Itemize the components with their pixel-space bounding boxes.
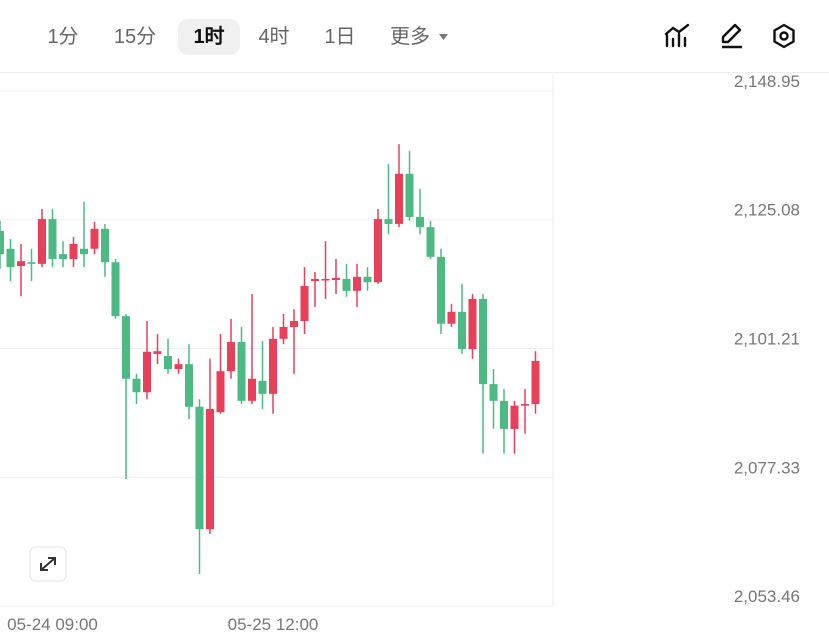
draw-icon[interactable] — [718, 22, 746, 50]
candle-body — [311, 278, 319, 282]
candle-body — [59, 254, 67, 259]
candle-body — [6, 248, 15, 268]
candle-body — [237, 342, 246, 401]
candle-body — [332, 277, 340, 281]
candle-body — [227, 342, 235, 372]
candle-body — [479, 298, 487, 385]
tab[interactable]: 15分 — [113, 26, 157, 48]
candle-body — [500, 400, 508, 429]
dropdown-arrow[interactable] — [438, 31, 450, 43]
tab[interactable]: 1时 — [178, 19, 240, 55]
candle-body — [174, 364, 183, 370]
candle-body — [38, 219, 46, 264]
candle-body — [458, 311, 466, 350]
candle-body — [468, 298, 477, 350]
candle-body — [185, 364, 193, 407]
candle-body — [395, 173, 403, 224]
candle-body — [426, 227, 435, 257]
candle-body — [258, 380, 267, 394]
candle-body — [269, 338, 277, 394]
tab[interactable]: 更多 — [390, 26, 430, 48]
candle-body — [122, 316, 130, 379]
candle-body — [17, 261, 25, 267]
candle-body — [27, 262, 36, 264]
indicator-icon[interactable] — [664, 22, 692, 50]
candle-body — [531, 360, 540, 405]
candle-body — [248, 378, 256, 401]
candle-body — [80, 248, 88, 255]
x-tick-label: 05-25 12:00 — [228, 615, 319, 634]
y-tick-label: 2,101.21 — [734, 329, 800, 348]
y-tick-label: 2,125.08 — [734, 201, 800, 220]
candle-body — [90, 228, 99, 249]
tab[interactable]: 1日 — [324, 26, 356, 48]
expand-button[interactable] — [29, 546, 67, 582]
candle-body — [300, 285, 309, 322]
candle-body — [290, 321, 298, 327]
candle-body — [447, 311, 456, 324]
candle-body — [153, 351, 162, 354]
tab[interactable]: 1分 — [47, 26, 79, 48]
candle-body — [374, 219, 382, 283]
candle-body — [510, 405, 519, 429]
candle-body — [342, 278, 351, 291]
candle-body — [195, 406, 204, 530]
y-tick-label: 2,053.46 — [734, 587, 800, 606]
settings-icon[interactable] — [770, 22, 798, 50]
candle-body — [363, 276, 372, 283]
candle-body — [437, 256, 445, 324]
candle-body — [111, 262, 120, 317]
candle-body — [416, 216, 424, 228]
y-tick-label: 2,148.95 — [734, 72, 800, 91]
candle-body — [101, 228, 109, 263]
candle-body — [489, 384, 498, 401]
x-tick-label: 05-24 09:00 — [7, 615, 98, 634]
candle-body — [384, 219, 393, 224]
candle-body — [132, 378, 141, 393]
candle-body — [353, 276, 361, 291]
candle-body — [69, 243, 78, 259]
candle-body — [143, 351, 151, 393]
candle-body — [164, 356, 172, 370]
candle-body — [216, 371, 225, 413]
y-tick-label: 2,077.33 — [734, 458, 800, 477]
candle-body — [321, 278, 330, 281]
candle-body — [48, 219, 57, 259]
candle-body — [206, 408, 214, 530]
toolbar: 1分 15分 1时 4时 1日 更多 — [0, 0, 829, 73]
candle-body — [279, 326, 288, 339]
candle-body — [521, 404, 529, 406]
tab[interactable]: 4时 — [258, 26, 290, 48]
candle-body — [0, 230, 4, 255]
candle-body — [405, 173, 414, 217]
